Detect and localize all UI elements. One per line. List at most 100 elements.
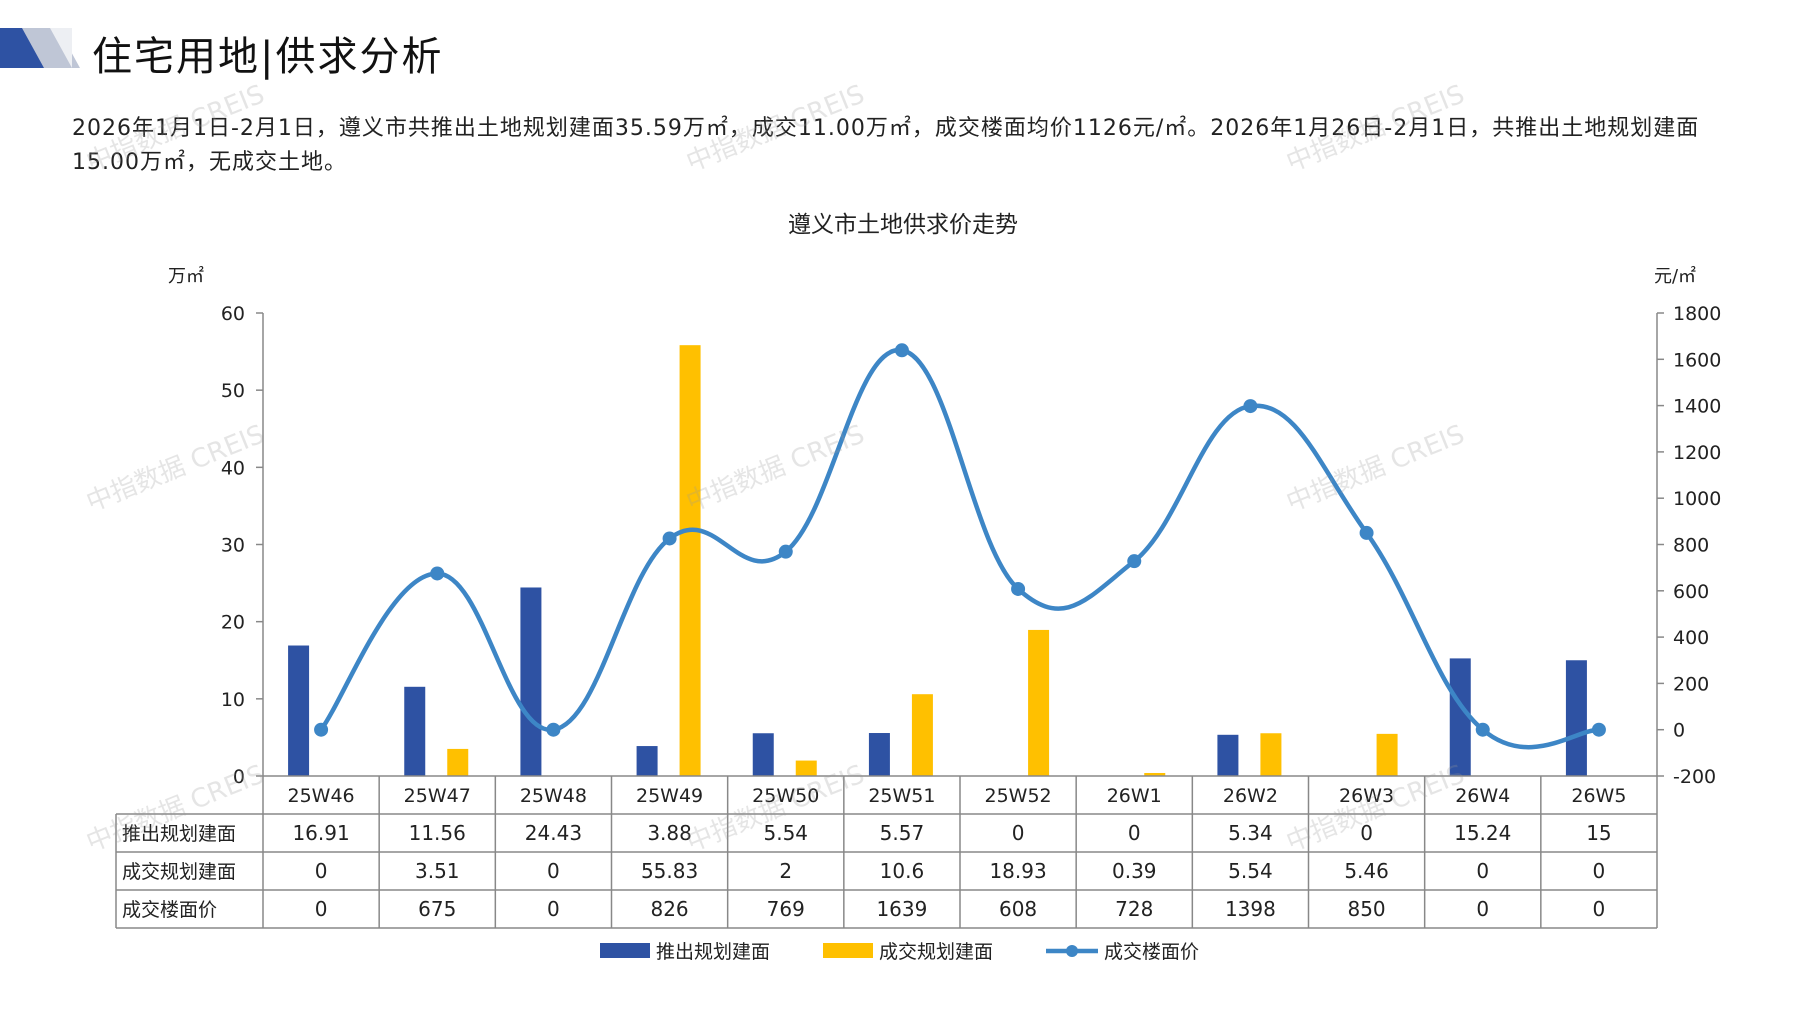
- y-tick-left-label: 10: [221, 689, 245, 711]
- y-tick-right-label: -200: [1673, 766, 1716, 788]
- bar-supply: [288, 645, 310, 776]
- data-label: 0: [315, 897, 328, 921]
- data-label: 0: [1128, 821, 1141, 845]
- bar-deal: [1376, 733, 1398, 776]
- y-tick-left-label: 40: [221, 457, 245, 479]
- x-tick-label: 25W48: [520, 785, 587, 807]
- data-label: 0: [315, 859, 328, 883]
- point-price: [778, 544, 793, 559]
- data-label: 728: [1115, 897, 1153, 921]
- point-price: [1359, 525, 1374, 540]
- y-tick-right-label: 800: [1673, 535, 1709, 557]
- table-row-header: 推出规划建面: [122, 823, 236, 845]
- x-tick-label: 25W50: [752, 785, 819, 807]
- data-label: 608: [999, 897, 1037, 921]
- y-tick-right-label: 1400: [1673, 396, 1721, 418]
- y-tick-left-label: 60: [221, 303, 245, 325]
- data-label: 0: [1476, 859, 1489, 883]
- point-price: [662, 531, 677, 546]
- legend-marker-price: [1066, 945, 1078, 957]
- bar-supply: [404, 686, 426, 776]
- data-label: 2: [779, 859, 792, 883]
- y-tick-right-label: 1200: [1673, 442, 1721, 464]
- y-tick-right-label: 600: [1673, 581, 1709, 603]
- data-label: 3.51: [415, 859, 460, 883]
- data-label: 0: [1593, 897, 1606, 921]
- bar-supply: [636, 746, 658, 776]
- legend-label-price: 成交楼面价: [1104, 941, 1199, 963]
- y-tick-right-label: 1000: [1673, 488, 1721, 510]
- page-title: 住宅用地|供求分析: [92, 34, 444, 80]
- logo-mark-icon: [0, 28, 80, 68]
- data-label: 769: [767, 897, 805, 921]
- table-row-header: 成交规划建面: [122, 861, 236, 883]
- data-label: 5.34: [1228, 821, 1273, 845]
- x-tick-label: 25W47: [404, 785, 471, 807]
- point-price: [1127, 554, 1142, 569]
- data-label: 5.54: [763, 821, 808, 845]
- data-label: 5.46: [1344, 859, 1389, 883]
- point-price: [1011, 581, 1026, 596]
- data-label: 850: [1347, 897, 1385, 921]
- data-label: 1639: [876, 897, 927, 921]
- data-label: 0: [1360, 821, 1373, 845]
- table-row-header: 成交楼面价: [122, 899, 217, 921]
- y-axis-left-label: 万㎡: [168, 265, 204, 287]
- x-tick-label: 26W1: [1107, 785, 1162, 807]
- point-price: [1243, 399, 1258, 414]
- x-tick-label: 25W49: [636, 785, 703, 807]
- data-label: 5.57: [880, 821, 925, 845]
- y-tick-left-label: 0: [233, 766, 245, 788]
- x-tick-label: 25W52: [985, 785, 1052, 807]
- y-tick-left-label: 30: [221, 535, 245, 557]
- y-axis-right-label: 元/㎡: [1654, 265, 1696, 287]
- y-tick-right-label: 0: [1673, 720, 1685, 742]
- y-tick-left-label: 20: [221, 612, 245, 634]
- point-price: [546, 722, 561, 737]
- point-price: [1475, 722, 1490, 737]
- data-label: 24.43: [525, 821, 582, 845]
- legend-label-deal: 成交规划建面: [879, 941, 993, 963]
- point-price: [1591, 722, 1606, 737]
- x-tick-label: 25W51: [868, 785, 935, 807]
- bar-deal: [447, 748, 469, 776]
- legend-swatch-supply: [600, 943, 650, 958]
- bar-supply: [520, 587, 542, 776]
- bar-deal: [679, 345, 701, 776]
- data-label: 826: [650, 897, 688, 921]
- data-label: 3.88: [647, 821, 692, 845]
- x-tick-label: 26W3: [1339, 785, 1394, 807]
- data-label: 0: [1476, 897, 1489, 921]
- data-label: 16.91: [292, 821, 349, 845]
- data-label: 0: [547, 897, 560, 921]
- x-tick-label: 26W4: [1455, 785, 1510, 807]
- y-tick-right-label: 1800: [1673, 303, 1721, 325]
- data-label: 15: [1586, 821, 1611, 845]
- data-label: 18.93: [989, 859, 1046, 883]
- data-label: 5.54: [1228, 859, 1273, 883]
- legend-label-supply: 推出规划建面: [656, 941, 770, 963]
- summary-text: 2026年1月1日-2月1日，遵义市共推出土地规划建面35.59万㎡，成交11.…: [72, 116, 1700, 175]
- y-tick-right-label: 200: [1673, 673, 1709, 695]
- data-label: 55.83: [641, 859, 698, 883]
- bar-deal: [1260, 733, 1282, 776]
- data-label: 1398: [1225, 897, 1276, 921]
- bar-supply: [1565, 660, 1587, 776]
- data-label: 0: [547, 859, 560, 883]
- bar-supply: [1217, 734, 1239, 776]
- x-tick-label: 25W46: [288, 785, 355, 807]
- bar-deal: [795, 760, 817, 776]
- y-tick-right-label: 1600: [1673, 349, 1721, 371]
- data-label: 11.56: [409, 821, 466, 845]
- bar-supply: [752, 733, 774, 776]
- point-price: [894, 343, 909, 358]
- header: 住宅用地|供求分析: [0, 20, 900, 80]
- data-label: 0: [1012, 821, 1025, 845]
- point-price: [430, 566, 445, 581]
- data-label: 10.6: [880, 859, 925, 883]
- chart-title: 遵义市土地供求价走势: [788, 212, 1018, 238]
- bar-deal: [1028, 629, 1050, 776]
- data-label: 0.39: [1112, 859, 1157, 883]
- data-label: 15.24: [1454, 821, 1511, 845]
